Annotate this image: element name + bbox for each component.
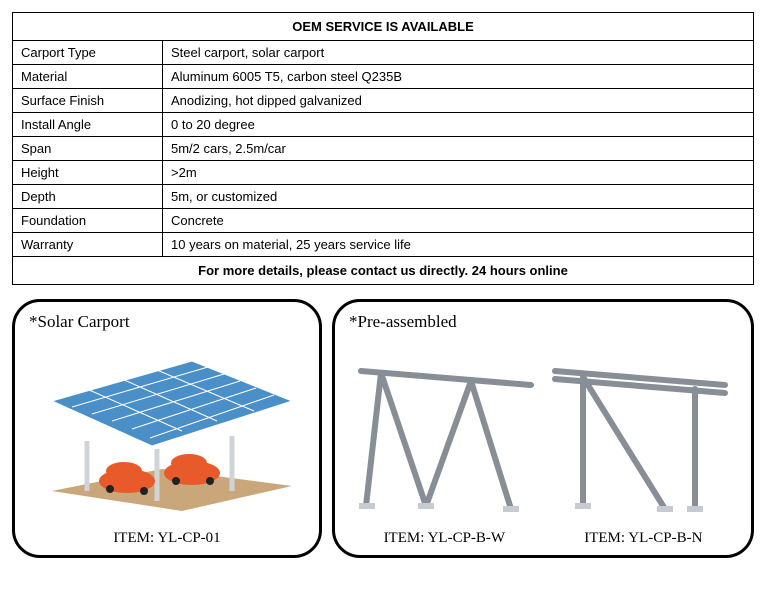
card-title: *Pre-assembled bbox=[349, 312, 737, 332]
spec-label: Warranty bbox=[13, 233, 163, 257]
pre-assembled-illustration bbox=[349, 336, 737, 526]
spec-label: Height bbox=[13, 161, 163, 185]
spec-value: Steel carport, solar carport bbox=[163, 41, 754, 65]
frame-w-icon bbox=[351, 341, 541, 521]
solar-carport-illustration bbox=[29, 336, 305, 526]
spec-value: Aluminum 6005 T5, carbon steel Q235B bbox=[163, 65, 754, 89]
spec-value: Concrete bbox=[163, 209, 754, 233]
spec-label: Surface Finish bbox=[13, 89, 163, 113]
spec-label: Depth bbox=[13, 185, 163, 209]
table-row: Depth5m, or customized bbox=[13, 185, 754, 209]
spec-table: OEM SERVICE IS AVAILABLE Carport TypeSte… bbox=[12, 12, 754, 285]
spec-value: 5m, or customized bbox=[163, 185, 754, 209]
table-row: Warranty10 years on material, 25 years s… bbox=[13, 233, 754, 257]
table-row: Height>2m bbox=[13, 161, 754, 185]
spec-label: Install Angle bbox=[13, 113, 163, 137]
item-label: ITEM: YL-CP-B-W bbox=[384, 530, 506, 547]
solar-carport-card: *Solar Carport bbox=[12, 299, 322, 558]
pre-assembled-card: *Pre-assembled bbox=[332, 299, 754, 558]
table-footer: For more details, please contact us dire… bbox=[13, 257, 754, 285]
table-row: FoundationConcrete bbox=[13, 209, 754, 233]
spec-value: >2m bbox=[163, 161, 754, 185]
spec-label: Carport Type bbox=[13, 41, 163, 65]
spec-label: Material bbox=[13, 65, 163, 89]
table-row: MaterialAluminum 6005 T5, carbon steel Q… bbox=[13, 65, 754, 89]
spec-label: Foundation bbox=[13, 209, 163, 233]
spec-label: Span bbox=[13, 137, 163, 161]
table-row: Install Angle0 to 20 degree bbox=[13, 113, 754, 137]
table-row: Surface FinishAnodizing, hot dipped galv… bbox=[13, 89, 754, 113]
table-header: OEM SERVICE IS AVAILABLE bbox=[13, 13, 754, 41]
solar-carport-icon bbox=[32, 341, 302, 521]
spec-value: 0 to 20 degree bbox=[163, 113, 754, 137]
frame-n-icon bbox=[545, 341, 735, 521]
item-label: ITEM: YL-CP-B-N bbox=[584, 530, 702, 547]
spec-value: Anodizing, hot dipped galvanized bbox=[163, 89, 754, 113]
table-row: Span5m/2 cars, 2.5m/car bbox=[13, 137, 754, 161]
product-cards-row: *Solar Carport bbox=[12, 299, 754, 558]
item-label: ITEM: YL-CP-01 bbox=[113, 530, 220, 547]
table-row: Carport TypeSteel carport, solar carport bbox=[13, 41, 754, 65]
card-title: *Solar Carport bbox=[29, 312, 305, 332]
spec-value: 10 years on material, 25 years service l… bbox=[163, 233, 754, 257]
spec-value: 5m/2 cars, 2.5m/car bbox=[163, 137, 754, 161]
